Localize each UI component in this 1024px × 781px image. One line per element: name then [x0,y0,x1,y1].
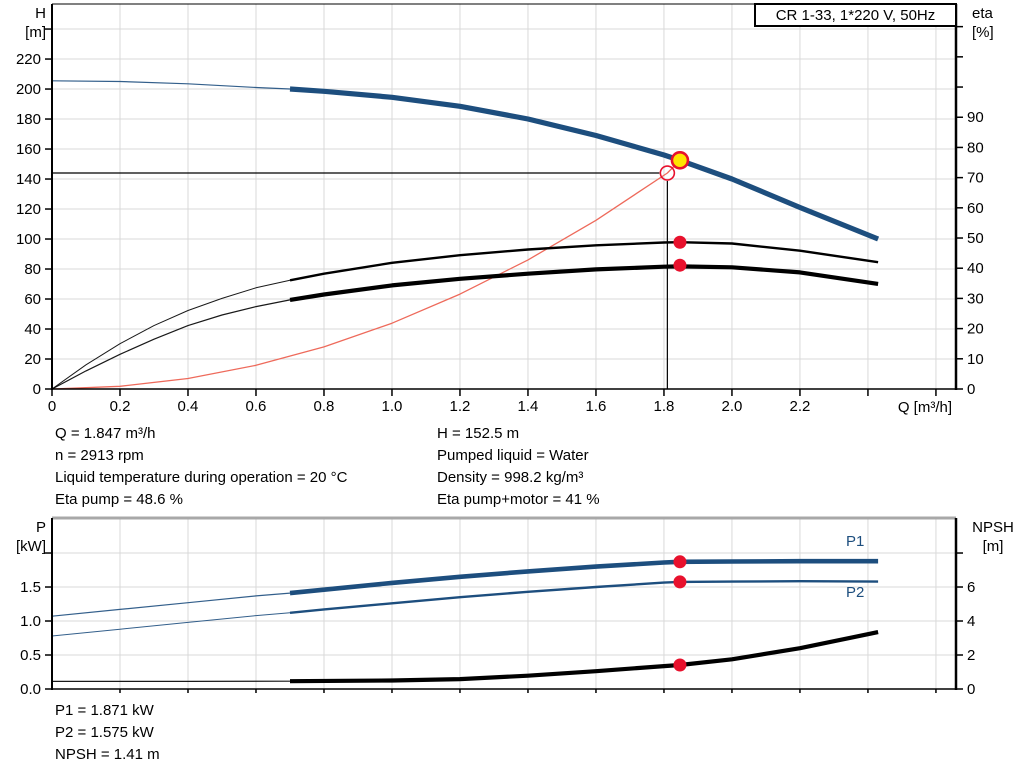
p1-curve-label: P1 [846,533,865,550]
h-axis-label: H [m] [0,4,46,42]
tick-label: 6 [967,579,975,596]
tick-label: 50 [967,230,984,247]
tick-label: 2 [967,647,975,664]
info-line-npsh: NPSH = 1.41 m [55,746,160,763]
p-axis-label-line1: P [35,519,46,536]
system-curve [51,159,681,390]
tick-label: 0.5 [20,647,41,664]
tick-label: 40 [967,260,984,277]
eta-pump-motor [289,264,879,302]
tick-label: 120 [16,201,41,218]
npsh-point [673,658,687,672]
info-line-h: H = 152.5 m [437,425,520,442]
p-axis-label: P [kW] [0,518,46,556]
curve-title-box: CR 1-33, 1*220 V, 50Hz [754,3,957,27]
tick-label: 220 [16,51,41,68]
info-line-n: n = 2913 rpm [55,447,144,464]
tick-label: 4 [967,613,975,630]
npsh-axis-label: NPSH [m] [963,518,1023,556]
tick-label: 0 [33,381,41,398]
tick-label: 0.8 [314,398,335,415]
info-line-liquid: Pumped liquid = Water [437,447,589,464]
info-line-temperature: Liquid temperature during operation = 20… [55,469,348,486]
tick-label: 40 [24,321,41,338]
tick-label: 0.4 [178,398,199,415]
h-axis-label-line1: H [35,5,46,22]
tick-label: 100 [16,231,41,248]
p1-curve [289,558,879,596]
tick-label: 1.6 [586,398,607,415]
tick-label: 60 [967,200,984,217]
p2-curve [289,580,879,614]
actual-duty-point [670,150,690,170]
tick-label: 1.2 [450,398,471,415]
h-axis-label-line2: [m] [25,24,46,41]
tick-label: 0.2 [110,398,131,415]
tick-label: 140 [16,171,41,188]
tick-label: 1.8 [654,398,675,415]
tick-label: 70 [967,170,984,187]
tick-label: 1.0 [382,398,403,415]
tick-label: 0.0 [20,681,41,698]
tick-label: 80 [24,261,41,278]
eta-pump-point [673,235,687,249]
npsh-curve [289,630,879,684]
tick-label: 2.2 [790,398,811,415]
npsh-axis-label-line1: NPSH [972,519,1014,536]
tick-label: 180 [16,111,41,128]
tick-label: 0.6 [246,398,267,415]
eta-pump-motor-point [673,258,687,272]
tick-label: 1.0 [20,613,41,630]
eta-pump-thin [51,279,291,390]
tick-label: 30 [967,290,984,307]
qh-curve [289,86,880,242]
info-line-p1: P1 = 1.871 kW [55,702,154,719]
tick-label: 60 [24,291,41,308]
tick-label: 90 [967,109,984,126]
p2-curve-thin [51,612,291,637]
tick-label: 1.4 [518,398,539,415]
tick-label: 20 [967,321,984,338]
q-axis-label: Q [m³/h] [897,399,952,416]
qh-curve-thin [51,80,291,90]
eta-axis-label-line1: eta [972,5,993,22]
eta-pump [289,240,879,282]
p1-point [673,555,687,569]
p-axis-label-line2: [kW] [16,538,46,555]
tick-label: 2.0 [722,398,743,415]
info-line-eta-pump: Eta pump = 48.6 % [55,491,183,508]
power-info-block: P1 = 1.871 kW P2 = 1.575 kW NPSH = 1.41 … [55,700,160,766]
info-line-eta-pump-motor: Eta pump+motor = 41 % [437,491,600,508]
duty-info-left: Q = 1.847 m³/h n = 2913 rpm Liquid tempe… [55,423,347,511]
tick-label: 20 [24,351,41,368]
p2-point [673,575,687,589]
tick-label: 80 [967,139,984,156]
duty-info-right: H = 152.5 m Pumped liquid = Water Densit… [437,423,600,511]
info-line-density: Density = 998.2 kg/m³ [437,469,584,486]
requested-duty-point [659,165,676,181]
tick-label: 0 [967,681,975,698]
tick-label: 200 [16,81,41,98]
tick-label: 0 [48,398,56,415]
tick-label: 160 [16,141,41,158]
tick-label: 0 [967,381,975,398]
eta-axis-label: eta [%] [972,4,1022,42]
eta-axis-label-line2: [%] [972,24,994,41]
p1-curve-thin [51,592,291,617]
info-line-p2: P2 = 1.575 kW [55,724,154,741]
eta-pump-motor-thin [51,299,291,390]
tick-label: 1.5 [20,579,41,596]
tick-label: 10 [967,351,984,368]
p2-curve-label: P2 [846,584,865,601]
info-line-q: Q = 1.847 m³/h [55,425,156,442]
npsh-axis-label-line2: [m] [982,538,1004,555]
